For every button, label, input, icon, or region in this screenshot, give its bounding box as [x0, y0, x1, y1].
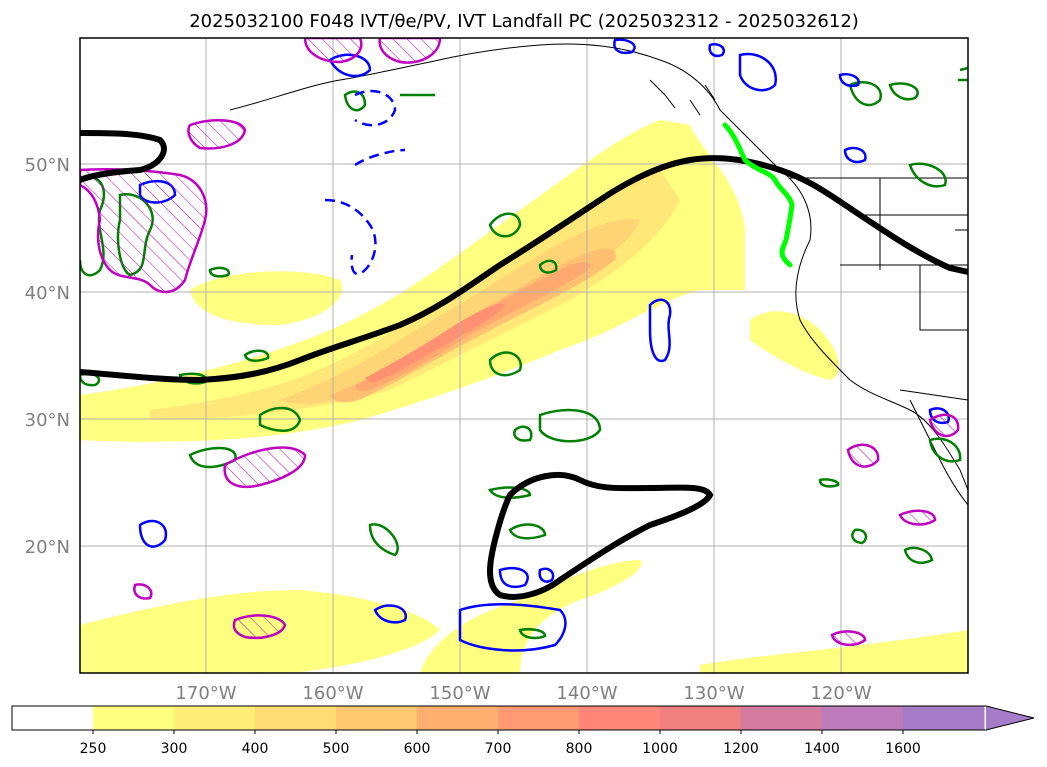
colorbar-tick-label: 1400 — [804, 741, 840, 757]
lon-label-120w: 120°W — [810, 683, 871, 704]
lon-label-160w: 160°W — [302, 683, 363, 704]
theta-e-contours — [80, 130, 968, 600]
colorbar-under-bin — [12, 706, 93, 730]
colorbar-bin — [93, 706, 175, 730]
longitude-labels: 170°W 160°W 150°W 140°W 130°W 120°W — [175, 683, 871, 704]
lon-label-150w: 150°W — [429, 683, 490, 704]
ivt-contour-250-b — [190, 271, 342, 325]
pv-contours-magenta — [80, 38, 960, 647]
colorbar-tick-label: 800 — [566, 741, 593, 757]
colorbar-tick-label: 600 — [404, 741, 431, 757]
map-frame — [79, 37, 969, 674]
map-panel — [79, 37, 969, 674]
colorbar-tick-label: 1600 — [885, 741, 921, 757]
lat-label-50: 50°N — [25, 155, 70, 176]
lon-label-170w: 170°W — [175, 683, 236, 704]
colorbar-bin — [255, 706, 337, 730]
colorbar-tick-label: 250 — [80, 741, 107, 757]
colorbar-tick-label: 300 — [161, 741, 188, 757]
colorbar-bin — [498, 706, 580, 730]
colorbar-tick-label: 700 — [485, 741, 512, 757]
colorbar-bin — [174, 706, 256, 730]
ivt-contour-250-c — [750, 311, 839, 380]
colorbar-bin — [336, 706, 418, 730]
colorbar-tick-label: 1000 — [642, 741, 678, 757]
alaska-coast — [229, 43, 968, 491]
state-borders — [840, 178, 968, 401]
ivt-contour-250 — [80, 120, 745, 442]
latitude-labels: 50°N 40°N 30°N 20°N — [25, 155, 70, 558]
lat-label-30: 30°N — [25, 410, 70, 431]
colorbar-bin — [822, 706, 904, 730]
ivt-landfall-line — [722, 122, 795, 268]
coastlines — [229, 43, 968, 506]
colorbar-extend-arrow — [986, 706, 1034, 730]
colorbar: 250 300 400 500 600 700 800 1000 1200 1400 1600 — [11, 705, 1035, 757]
colorbar-bin — [579, 706, 661, 730]
figure-title: 2025032100 F048 IVT/θe/PV, IVT Landfall … — [189, 11, 859, 32]
graticule — [80, 38, 968, 673]
theta-e-subtropical — [487, 472, 714, 600]
theta-e-north — [80, 130, 167, 183]
colorbar-bin — [417, 706, 499, 730]
lat-label-20: 20°N — [25, 537, 70, 558]
lon-label-140w: 140°W — [556, 683, 617, 704]
mexico-coast — [909, 399, 968, 506]
theta-e-main — [80, 155, 968, 384]
pv-contours-green — [80, 66, 968, 640]
colorbar-bin — [903, 706, 985, 730]
colorbar-tick-label: 400 — [242, 741, 269, 757]
bc-islands — [649, 79, 716, 116]
colorbar-tick-label: 500 — [323, 741, 350, 757]
colorbar-outline — [11, 705, 1035, 731]
ivt-contour-250-f — [700, 630, 968, 673]
lat-label-40: 40°N — [25, 283, 70, 304]
colorbar-bin — [660, 706, 742, 730]
colorbar-bin — [741, 706, 823, 730]
colorbar-bins — [93, 706, 985, 730]
ivt-contour-700 — [365, 303, 505, 383]
colorbar-tick-label: 1200 — [723, 741, 759, 757]
lon-label-130w: 130°W — [683, 683, 744, 704]
colorbar-ticks: 250 300 400 500 600 700 800 1000 1200 1400 1600 — [80, 730, 921, 757]
